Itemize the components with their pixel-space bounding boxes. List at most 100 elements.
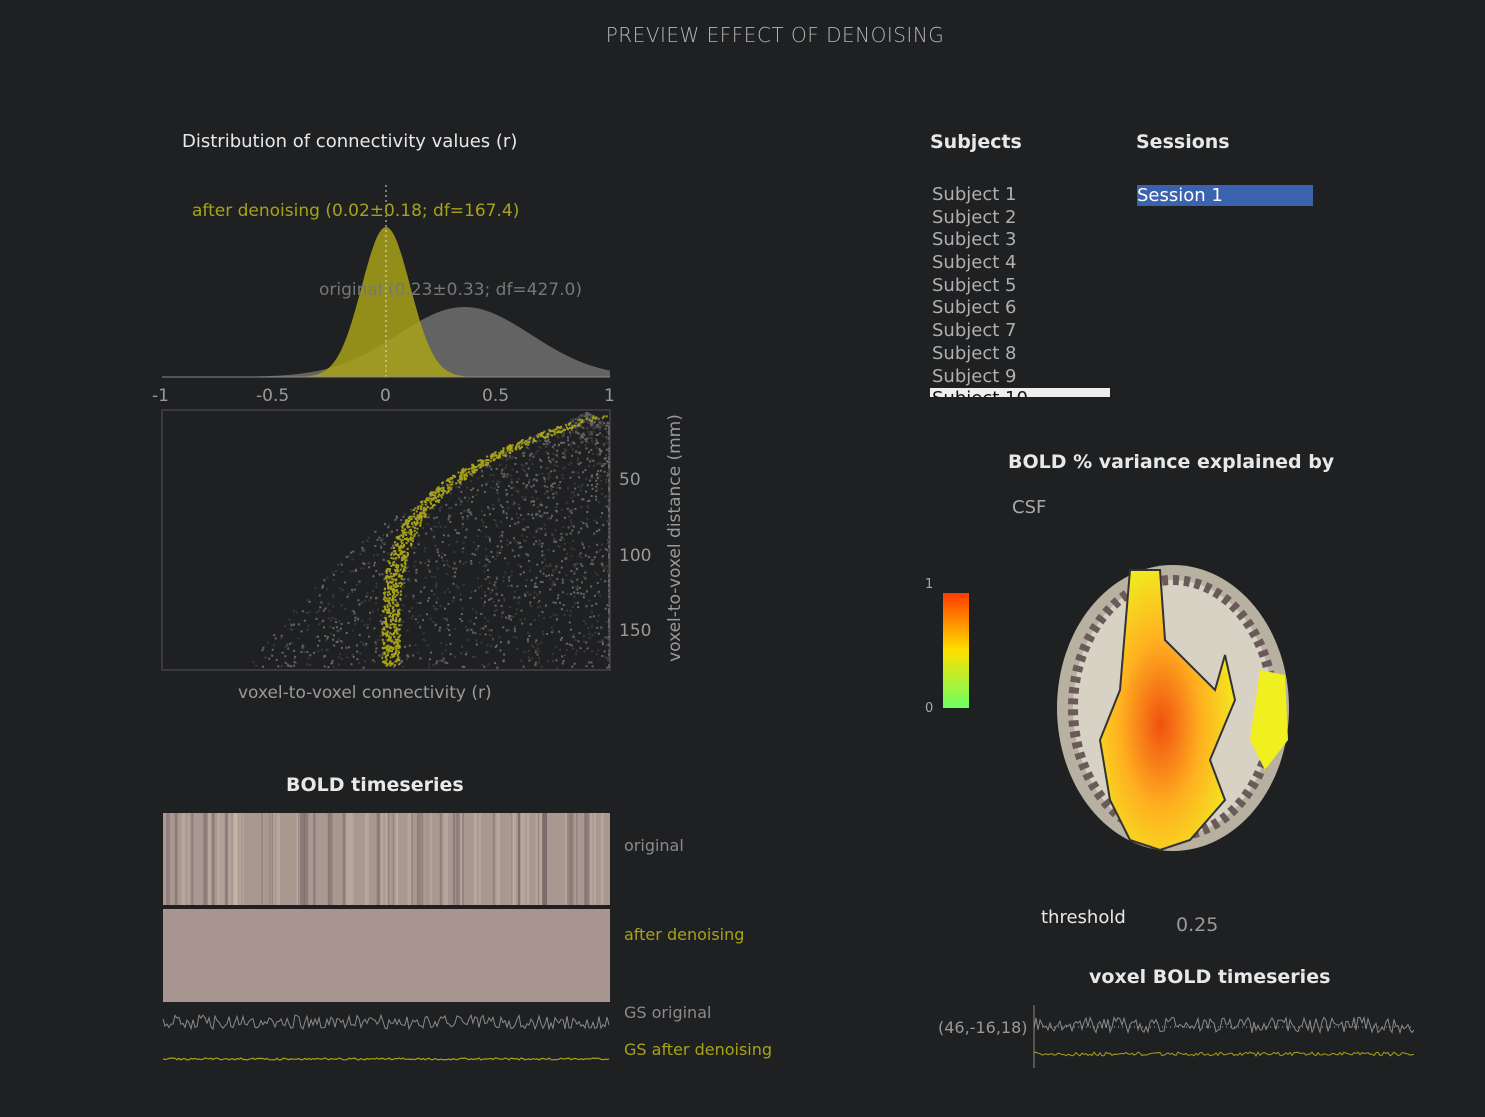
scatter-point: [530, 485, 533, 488]
subject-item[interactable]: Subject 4: [932, 252, 1017, 274]
scatter-point: [595, 479, 598, 482]
scatter-point: [535, 540, 538, 543]
scatter-point: [399, 599, 402, 602]
scatter-point: [598, 426, 601, 429]
scatter-point-after: [470, 467, 473, 470]
subject-item[interactable]: Subject 3: [932, 229, 1017, 251]
subject-item[interactable]: Subject 6: [932, 297, 1017, 319]
scatter-point-after: [401, 546, 404, 549]
session-item-selected[interactable]: Session 1: [1137, 185, 1313, 206]
scatter-point: [528, 603, 531, 606]
bold-stripe: [364, 813, 370, 905]
scatter-point: [448, 591, 451, 594]
subjects-list[interactable]: Subject 1 Subject 2 Subject 3 Subject 4 …: [930, 184, 1110, 397]
scatter-point: [541, 630, 544, 633]
scatter-point: [570, 524, 573, 527]
effect-selector[interactable]: CSF: [1012, 497, 1047, 518]
bold-stripe: [296, 813, 298, 905]
scatter-point: [526, 472, 529, 475]
bold-stripe: [181, 813, 186, 905]
bold-stripe: [347, 813, 351, 905]
scatter-point: [598, 529, 601, 532]
scatter-point: [504, 466, 507, 469]
scatter-point: [569, 593, 572, 596]
scatter-point: [597, 449, 600, 452]
scatter-point-after: [401, 526, 404, 529]
scatter-point: [606, 621, 609, 624]
scatter-point: [601, 420, 604, 423]
scatter-point: [591, 560, 594, 563]
scatter-point: [596, 573, 599, 576]
bold-stripe: [225, 813, 228, 905]
scatter-point-after: [454, 475, 457, 478]
subject-item[interactable]: Subject 8: [932, 342, 1017, 364]
scatter-point: [490, 486, 493, 489]
scatter-point: [593, 427, 596, 430]
scatter-point: [597, 640, 600, 643]
scatter-point: [497, 599, 500, 602]
subject-item[interactable]: Subject 7: [932, 320, 1017, 342]
scatter-point: [329, 625, 332, 628]
scatter-point: [324, 634, 327, 637]
scatter-point: [570, 521, 573, 524]
scatter-point: [465, 651, 468, 654]
scatter-point: [608, 464, 610, 467]
scatter-point: [474, 589, 477, 592]
scatter-point: [370, 596, 373, 599]
subject-item[interactable]: Subject 9: [932, 365, 1017, 387]
scatter-point-after: [490, 457, 493, 460]
scatter-point: [466, 629, 469, 632]
scatter-point: [417, 534, 420, 537]
scatter-point: [435, 525, 438, 528]
scatter-point-after: [478, 463, 481, 466]
scatter-point: [416, 601, 419, 604]
scatter-point: [430, 651, 433, 654]
threshold-input[interactable]: 0.25: [1176, 914, 1219, 936]
scatter-point: [608, 558, 610, 561]
scatter-point-after: [398, 644, 401, 647]
scatter-point: [407, 570, 410, 573]
scatter-point-after: [406, 521, 409, 524]
scatter-point: [535, 639, 538, 642]
scatter-point: [608, 437, 610, 440]
scatter-point: [460, 645, 463, 648]
subject-item[interactable]: Subject 5: [932, 274, 1017, 296]
subject-item[interactable]: Subject 2: [932, 206, 1017, 228]
scatter-point: [608, 520, 610, 523]
scatter-point: [403, 577, 406, 580]
scatter-point: [525, 487, 528, 490]
scatter-point: [549, 563, 552, 566]
scatter-point: [570, 491, 573, 494]
scatter-point: [495, 467, 498, 470]
scatter-point-after: [391, 622, 394, 625]
scatter-point: [562, 452, 565, 455]
scatter-point: [383, 616, 386, 619]
scatter-point: [573, 591, 576, 594]
scatter-point: [591, 559, 594, 562]
scatter-point: [582, 522, 585, 525]
subject-item[interactable]: Subject 10: [930, 388, 1110, 397]
scatter-point-after: [441, 489, 444, 492]
scatter-point: [608, 484, 610, 487]
subject-item[interactable]: Subject 1: [932, 184, 1017, 205]
scatter-point-after: [381, 628, 384, 631]
scatter-point-after: [451, 480, 454, 483]
scatter-point-after: [395, 594, 398, 597]
scatter-point-after: [401, 529, 404, 532]
scatter-point: [436, 597, 439, 600]
scatter-point-after: [386, 568, 389, 571]
scatter-point: [466, 500, 469, 503]
scatter-point: [481, 663, 484, 666]
scatter-point-after: [401, 565, 404, 568]
scatter-point: [575, 450, 578, 453]
scatter-point: [608, 455, 610, 458]
scatter-point: [400, 661, 403, 664]
scatter-point-after: [382, 643, 385, 646]
scatter-point: [417, 516, 420, 519]
scatter-point: [581, 565, 584, 568]
scatter-point: [586, 438, 589, 441]
scatter-point: [464, 510, 467, 513]
scatter-point: [573, 471, 576, 474]
scatter-point: [573, 595, 576, 598]
scatter-point: [352, 655, 355, 658]
